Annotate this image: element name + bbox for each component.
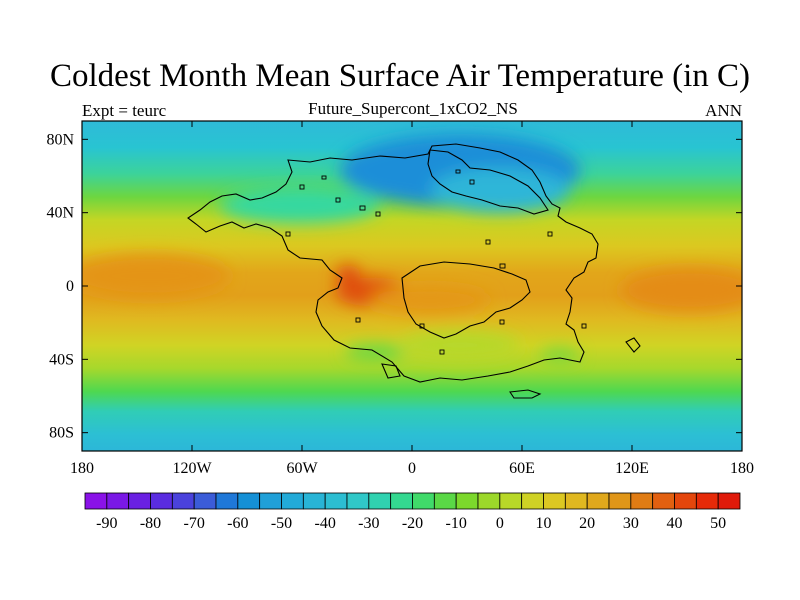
colorbar-label: -50 <box>271 515 292 532</box>
colorbar-swatch <box>499 492 523 510</box>
colorbar-label: -60 <box>227 515 248 532</box>
colorbar-swatch <box>368 492 392 510</box>
colorbar-swatch <box>521 492 544 510</box>
x-tick-label: 60W <box>286 460 318 477</box>
x-axis: 180 120W 60W 0 60E 120E 180 <box>70 121 754 477</box>
experiment-label: Expt = teurc <box>82 101 167 120</box>
colorbar-swatch <box>171 492 195 510</box>
colorbar-swatch <box>84 492 108 510</box>
colorbar-label: -20 <box>402 515 423 532</box>
y-tick-label: 80N <box>46 131 74 148</box>
y-axis: 80N 40N 0 40S 80S <box>46 131 742 442</box>
colorbar: -90 -80 -70 -60 -50 -40 -30 -20 -10 0 10 20 30 40 50 <box>84 492 741 532</box>
colorbar-label: 20 <box>579 515 595 532</box>
colorbar-swatch <box>608 492 632 510</box>
colorbar-swatch <box>652 492 675 510</box>
colorbar-label: -70 <box>184 515 205 532</box>
colorbar-swatch <box>259 492 282 510</box>
colorbar-swatch <box>412 492 435 510</box>
island-southwest-outline <box>381 363 401 379</box>
x-tick-label: 120W <box>172 460 212 477</box>
colorbar-swatch <box>215 492 239 510</box>
lake-outlines <box>285 169 587 355</box>
colorbar-label: 50 <box>710 515 726 532</box>
island-east-outline <box>625 337 641 353</box>
season-label: ANN <box>705 101 742 120</box>
colorbar-label: 10 <box>536 515 552 532</box>
supercontinent-outline <box>187 143 599 383</box>
colorbar-swatch <box>281 492 304 510</box>
colorbar-swatch <box>346 492 370 510</box>
colorbar-swatch <box>717 492 741 510</box>
colorbar-swatch <box>543 492 566 510</box>
colorbar-swatch <box>390 492 413 510</box>
colorbar-swatch <box>302 492 326 510</box>
continent-outlines <box>187 143 641 399</box>
x-tick-label: 180 <box>730 460 754 477</box>
colorbar-label: 30 <box>623 515 639 532</box>
colorbar-label: -80 <box>140 515 161 532</box>
island-south-outline <box>509 389 542 399</box>
colorbar-swatch <box>455 492 479 510</box>
colorbar-swatch <box>106 492 130 510</box>
inland-sea-outline <box>401 261 531 339</box>
colorbar-label: 40 <box>667 515 683 532</box>
colorbar-swatch <box>674 492 697 510</box>
x-tick-label: 180 <box>70 460 94 477</box>
northern-sea-outline <box>427 149 549 215</box>
colorbar-swatch <box>586 492 610 510</box>
colorbar-swatch <box>695 492 719 510</box>
y-tick-label: 40N <box>46 205 74 222</box>
colorbar-swatch <box>433 492 457 510</box>
colorbar-swatch <box>237 492 261 510</box>
y-tick-label: 0 <box>66 278 74 295</box>
colorbar-label: 0 <box>496 515 504 532</box>
colorbar-swatch <box>630 492 654 510</box>
colorbar-label: -40 <box>315 515 336 532</box>
colorbar-label: -10 <box>446 515 467 532</box>
case-name-label: Future_Supercont_1xCO2_NS <box>308 99 518 118</box>
y-tick-label: 40S <box>49 351 74 368</box>
x-tick-label: 60E <box>509 460 535 477</box>
x-tick-label: 0 <box>408 460 416 477</box>
colorbar-swatch <box>128 492 151 510</box>
colorbar-swatch <box>324 492 348 510</box>
colorbar-swatch <box>564 492 588 510</box>
temperature-field <box>82 121 742 451</box>
x-tick-label: 120E <box>615 460 649 477</box>
colorbar-swatch <box>193 492 217 510</box>
colorbar-swatch <box>150 492 173 510</box>
y-tick-label: 80S <box>49 425 74 442</box>
colorbar-label: -90 <box>96 515 117 532</box>
colorbar-label: -30 <box>358 515 379 532</box>
plot-title: Coldest Month Mean Surface Air Temperatu… <box>50 58 750 94</box>
colorbar-swatch <box>477 492 501 510</box>
